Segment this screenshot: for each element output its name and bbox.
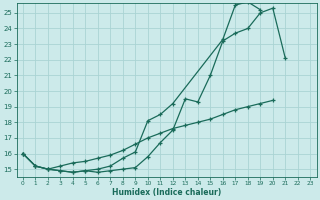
X-axis label: Humidex (Indice chaleur): Humidex (Indice chaleur) <box>112 188 221 197</box>
